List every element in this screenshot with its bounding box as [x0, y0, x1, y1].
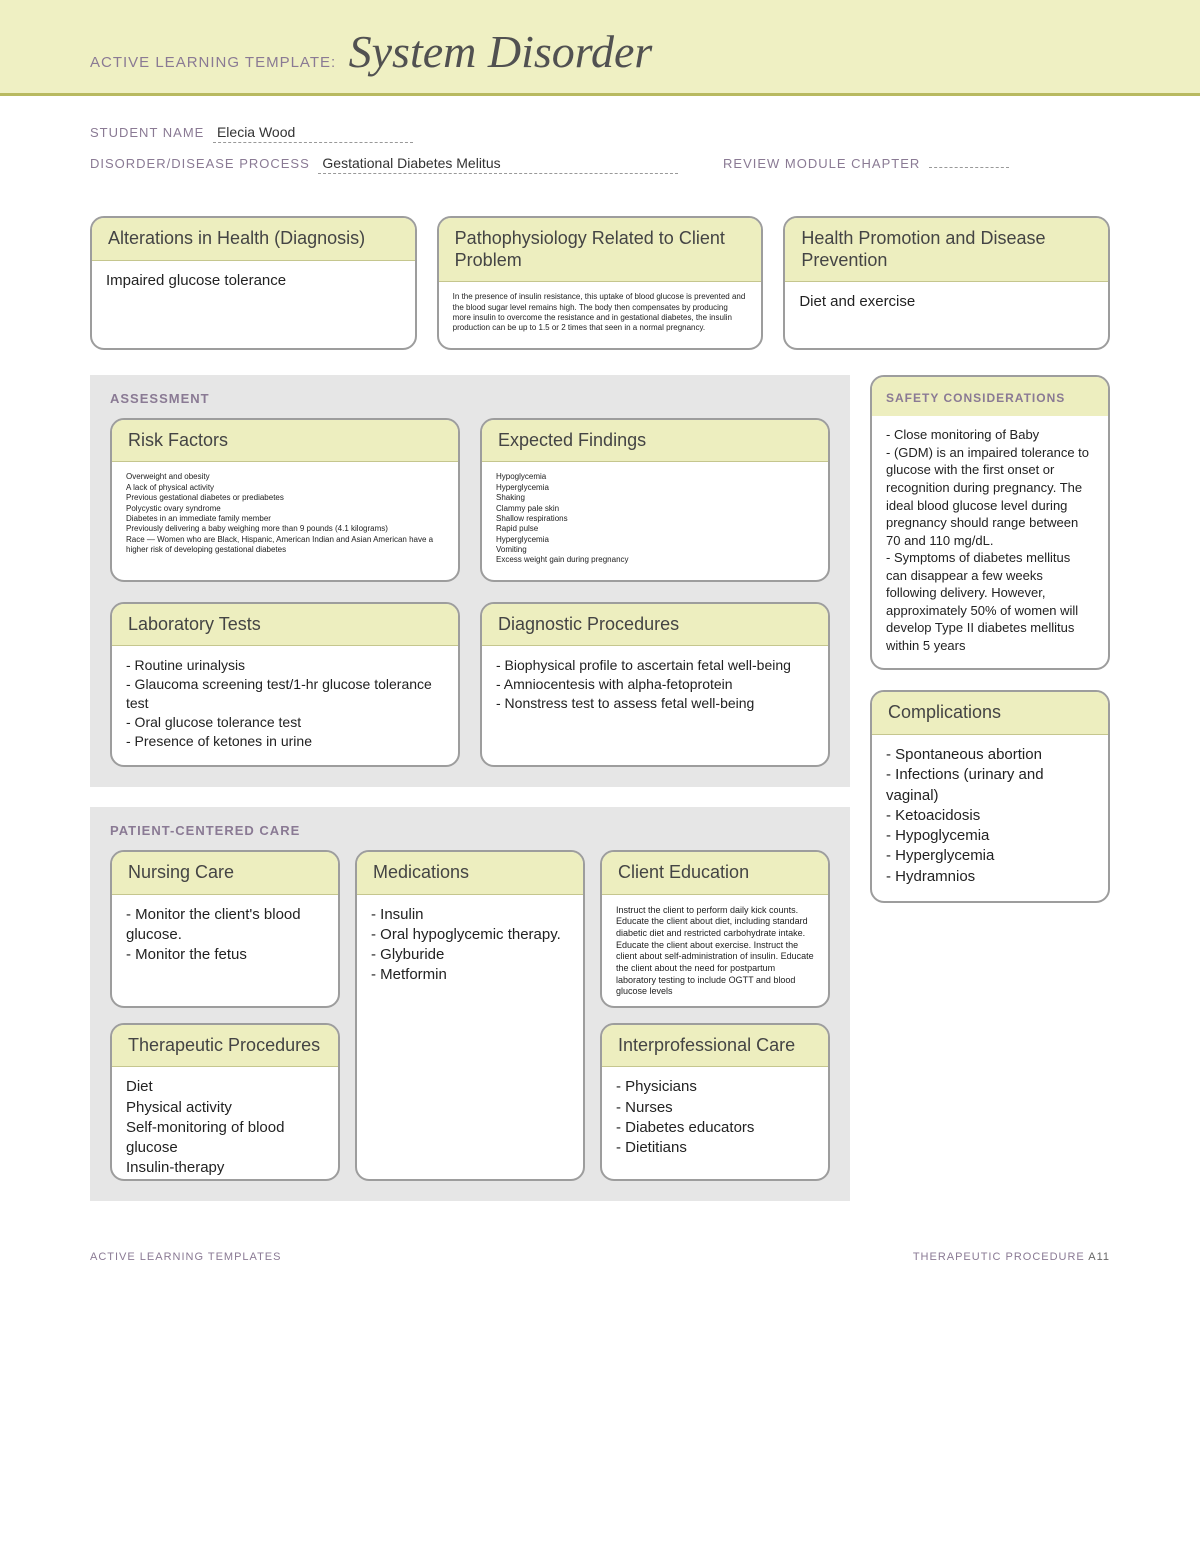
alterations-body: Impaired glucose tolerance — [92, 261, 415, 305]
findings-box: Expected Findings Hypoglycemia Hyperglyc… — [480, 418, 830, 582]
meds-head: Medications — [357, 852, 583, 895]
header-title: System Disorder — [349, 26, 653, 77]
education-head: Client Education — [602, 852, 828, 895]
labs-head: Laboratory Tests — [112, 604, 458, 647]
pcc-col2: Medications - Insulin - Oral hypoglycemi… — [355, 850, 585, 1181]
footer: ACTIVE LEARNING TEMPLATES THERAPEUTIC PR… — [0, 1221, 1200, 1263]
nursing-box: Nursing Care - Monitor the client's bloo… — [110, 850, 340, 1008]
left-column: ASSESSMENT Risk Factors Overweight and o… — [90, 375, 850, 1221]
student-label: STUDENT NAME — [90, 125, 204, 140]
pcc-section: PATIENT-CENTERED CARE Nursing Care - Mon… — [90, 807, 850, 1201]
header-label: ACTIVE LEARNING TEMPLATE: — [90, 54, 336, 71]
alterations-head: Alterations in Health (Diagnosis) — [92, 218, 415, 261]
disorder-label: DISORDER/DISEASE PROCESS — [90, 156, 310, 171]
footer-right: THERAPEUTIC PROCEDURE A11 — [913, 1251, 1110, 1263]
complications-body: - Spontaneous abortion - Infections (uri… — [872, 735, 1108, 901]
right-column: SAFETY CONSIDERATIONS - Close monitoring… — [870, 375, 1110, 903]
patho-box: Pathophysiology Related to Client Proble… — [437, 216, 764, 350]
diag-box: Diagnostic Procedures - Biophysical prof… — [480, 602, 830, 767]
assessment-row1: Risk Factors Overweight and obesity A la… — [110, 418, 830, 582]
pcc-grid: Nursing Care - Monitor the client's bloo… — [110, 850, 830, 1181]
assessment-title: ASSESSMENT — [110, 391, 830, 406]
patho-body: In the presence of insulin resistance, t… — [439, 282, 762, 348]
safety-box: SAFETY CONSIDERATIONS - Close monitoring… — [870, 375, 1110, 671]
therapeutic-box: Therapeutic Procedures Diet Physical act… — [110, 1023, 340, 1181]
diag-head: Diagnostic Procedures — [482, 604, 828, 647]
promo-box: Health Promotion and Disease Prevention … — [783, 216, 1110, 350]
student-name: Elecia Wood — [213, 124, 413, 143]
risk-body: Overweight and obesity A lack of physica… — [112, 462, 458, 569]
complications-head: Complications — [872, 692, 1108, 735]
chapter-value — [929, 165, 1009, 168]
header-band: ACTIVE LEARNING TEMPLATE: System Disorde… — [0, 0, 1200, 96]
inter-box: Interprofessional Care - Physicians - Nu… — [600, 1023, 830, 1181]
labs-box: Laboratory Tests - Routine urinalysis - … — [110, 602, 460, 767]
footer-right-label: THERAPEUTIC PROCEDURE — [913, 1251, 1085, 1263]
risk-head: Risk Factors — [112, 420, 458, 463]
nursing-head: Nursing Care — [112, 852, 338, 895]
education-box: Client Education Instruct the client to … — [600, 850, 830, 1008]
labs-body: - Routine urinalysis - Glaucoma screenin… — [112, 646, 458, 764]
findings-head: Expected Findings — [482, 420, 828, 463]
promo-head: Health Promotion and Disease Prevention — [785, 218, 1108, 282]
assessment-section: ASSESSMENT Risk Factors Overweight and o… — [90, 375, 850, 787]
therapeutic-body: Diet Physical activity Self-monitoring o… — [112, 1067, 338, 1180]
inter-head: Interprofessional Care — [602, 1025, 828, 1068]
disorder-name: Gestational Diabetes Melitus — [318, 155, 678, 174]
inter-body: - Physicians - Nurses - Diabetes educato… — [602, 1067, 828, 1172]
footer-page-num: A11 — [1088, 1251, 1110, 1263]
safety-body: - Close monitoring of Baby - (GDM) is an… — [872, 416, 1108, 668]
content: Alterations in Health (Diagnosis) Impair… — [0, 216, 1200, 1221]
meds-body: - Insulin - Oral hypoglycemic therapy. -… — [357, 895, 583, 1000]
top-row: Alterations in Health (Diagnosis) Impair… — [90, 216, 1110, 350]
alterations-box: Alterations in Health (Diagnosis) Impair… — [90, 216, 417, 350]
safety-head: SAFETY CONSIDERATIONS — [872, 377, 1108, 417]
footer-left: ACTIVE LEARNING TEMPLATES — [90, 1251, 281, 1263]
disorder-row: DISORDER/DISEASE PROCESS Gestational Dia… — [90, 155, 1110, 174]
therapeutic-head: Therapeutic Procedures — [112, 1025, 338, 1068]
complications-box: Complications - Spontaneous abortion - I… — [870, 690, 1110, 902]
pcc-col3: Client Education Instruct the client to … — [600, 850, 830, 1181]
chapter-label: REVIEW MODULE CHAPTER — [723, 156, 920, 171]
diag-body: - Biophysical profile to ascertain fetal… — [482, 646, 828, 727]
nursing-body: - Monitor the client's blood glucose. - … — [112, 895, 338, 980]
pcc-title: PATIENT-CENTERED CARE — [110, 823, 830, 838]
risk-box: Risk Factors Overweight and obesity A la… — [110, 418, 460, 582]
page: ACTIVE LEARNING TEMPLATE: System Disorde… — [0, 0, 1200, 1303]
main-flex: ASSESSMENT Risk Factors Overweight and o… — [90, 375, 1110, 1221]
student-row: STUDENT NAME Elecia Wood — [90, 124, 1110, 143]
promo-body: Diet and exercise — [785, 282, 1108, 326]
pcc-col1: Nursing Care - Monitor the client's bloo… — [110, 850, 340, 1181]
meta-section: STUDENT NAME Elecia Wood DISORDER/DISEAS… — [0, 96, 1200, 216]
assessment-row2: Laboratory Tests - Routine urinalysis - … — [110, 602, 830, 767]
patho-head: Pathophysiology Related to Client Proble… — [439, 218, 762, 282]
findings-body: Hypoglycemia Hyperglycemia Shaking Clamm… — [482, 462, 828, 580]
education-body: Instruct the client to perform daily kic… — [602, 895, 828, 1008]
meds-box: Medications - Insulin - Oral hypoglycemi… — [355, 850, 585, 1181]
